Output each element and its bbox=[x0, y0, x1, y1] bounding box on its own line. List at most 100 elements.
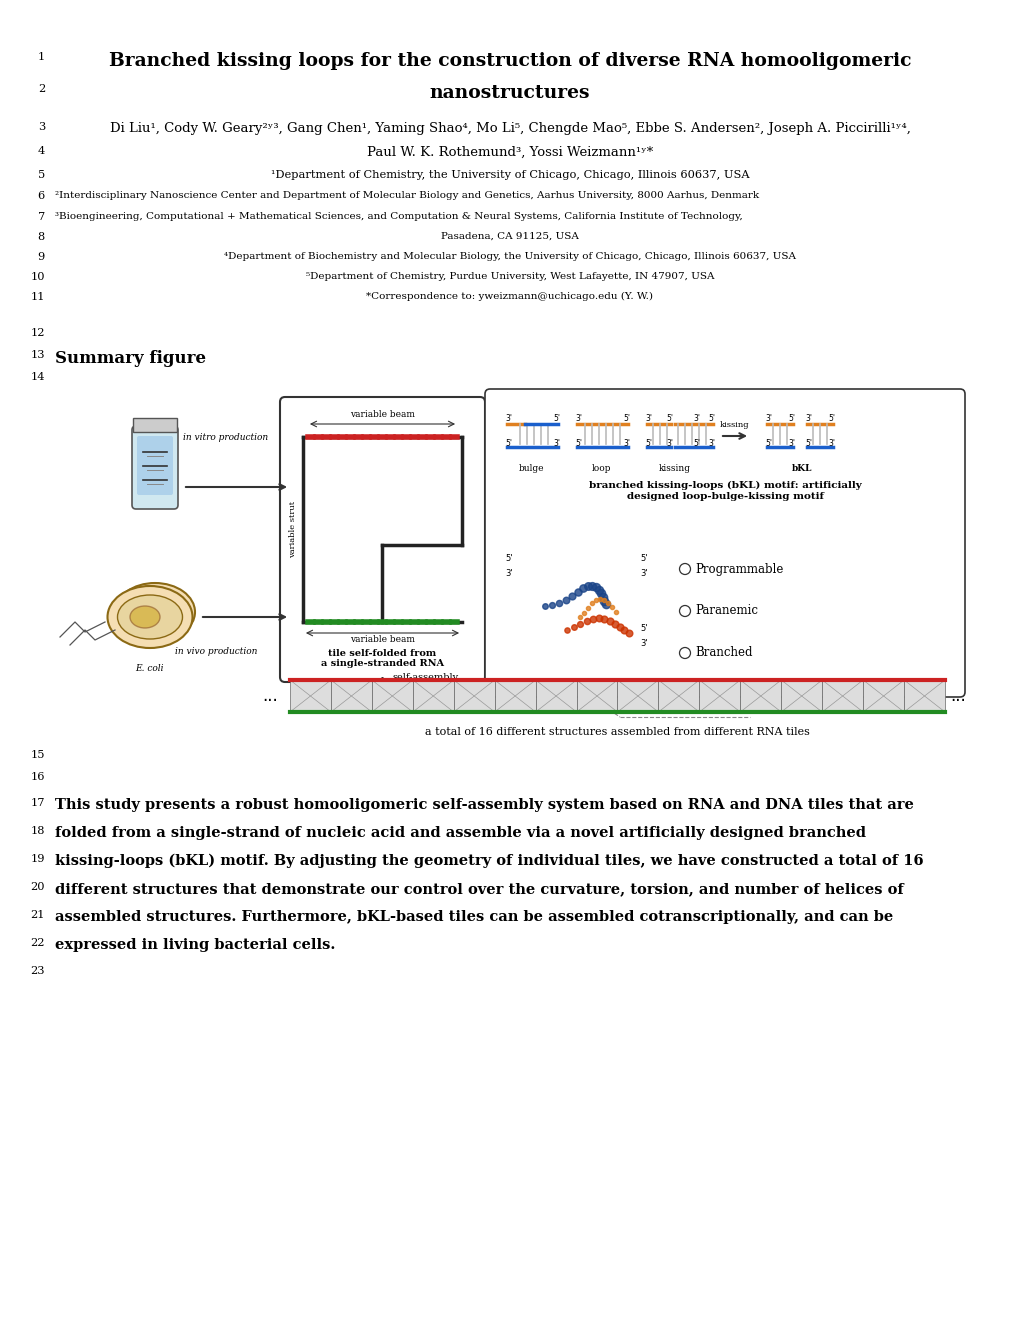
Text: E. coli: E. coli bbox=[135, 664, 163, 673]
Text: ¹Department of Chemistry, the University of Chicago, Chicago, Illinois 60637, US: ¹Department of Chemistry, the University… bbox=[270, 170, 749, 180]
Text: self-assembly: self-assembly bbox=[392, 673, 459, 682]
Text: 5': 5' bbox=[639, 624, 647, 634]
FancyBboxPatch shape bbox=[484, 389, 964, 697]
Text: 5': 5' bbox=[692, 440, 699, 447]
Text: Paul W. K. Rothemund³, Yossi Weizmann¹ʸ*: Paul W. K. Rothemund³, Yossi Weizmann¹ʸ* bbox=[367, 147, 652, 158]
FancyBboxPatch shape bbox=[280, 397, 484, 682]
Bar bbox=[535, 680, 576, 711]
Text: 4: 4 bbox=[38, 147, 45, 156]
Text: ³Bioengineering, Computational + Mathematical Sciences, and Computation & Neural: ³Bioengineering, Computational + Mathema… bbox=[55, 213, 742, 220]
Text: 5': 5' bbox=[639, 554, 647, 564]
Bar bbox=[699, 680, 740, 711]
Text: 21: 21 bbox=[31, 909, 45, 920]
Text: kissing: kissing bbox=[658, 465, 690, 473]
Text: 13: 13 bbox=[31, 350, 45, 360]
Text: 10: 10 bbox=[31, 272, 45, 282]
Text: 7: 7 bbox=[38, 213, 45, 222]
Text: in vitro production: in vitro production bbox=[182, 433, 268, 441]
Ellipse shape bbox=[115, 583, 195, 642]
Text: 3': 3' bbox=[692, 414, 699, 422]
Text: 5': 5' bbox=[788, 414, 794, 422]
Text: assembled structures. Furthermore, bKL-based tiles can be assembled cotranscript: assembled structures. Furthermore, bKL-b… bbox=[55, 909, 893, 924]
Text: 3': 3' bbox=[644, 414, 651, 422]
Text: ...: ... bbox=[262, 686, 278, 705]
Text: 16: 16 bbox=[31, 772, 45, 781]
Text: 5': 5' bbox=[707, 414, 714, 422]
Text: *Correspondence to: yweizmann@uchicago.edu (Y. W.): *Correspondence to: yweizmann@uchicago.e… bbox=[366, 292, 653, 301]
Text: 3': 3' bbox=[639, 569, 647, 578]
Bar bbox=[576, 680, 616, 711]
Text: Programmable: Programmable bbox=[694, 562, 783, 576]
Text: 5': 5' bbox=[665, 414, 673, 422]
FancyBboxPatch shape bbox=[131, 426, 178, 510]
Text: expressed in living bacterial cells.: expressed in living bacterial cells. bbox=[55, 939, 335, 952]
Bar bbox=[740, 680, 781, 711]
Text: 5: 5 bbox=[38, 170, 45, 180]
Text: 15: 15 bbox=[31, 750, 45, 760]
Text: folded from a single-strand of nucleic acid and assemble via a novel artificiall: folded from a single-strand of nucleic a… bbox=[55, 826, 865, 840]
Text: 5': 5' bbox=[764, 440, 771, 447]
Text: 3': 3' bbox=[575, 414, 582, 422]
Text: branched kissing-loops (bKL) motif: artificially
designed loop-bulge-kissing mot: branched kissing-loops (bKL) motif: arti… bbox=[588, 480, 860, 500]
Text: 1: 1 bbox=[38, 51, 45, 62]
Bar bbox=[494, 680, 535, 711]
Text: ⁵Department of Chemistry, Purdue University, West Lafayette, IN 47907, USA: ⁵Department of Chemistry, Purdue Univers… bbox=[306, 272, 713, 281]
FancyBboxPatch shape bbox=[132, 418, 177, 432]
Text: nanostructures: nanostructures bbox=[429, 84, 590, 102]
Text: bulge: bulge bbox=[519, 465, 544, 473]
Text: different structures that demonstrate our control over the curvature, torsion, a: different structures that demonstrate ou… bbox=[55, 882, 903, 896]
Text: 5': 5' bbox=[804, 440, 811, 447]
Text: 11: 11 bbox=[31, 292, 45, 302]
Circle shape bbox=[679, 606, 690, 616]
Text: loop: loop bbox=[592, 465, 611, 473]
Text: 22: 22 bbox=[31, 939, 45, 948]
Text: ²Interdisciplinary Nanoscience Center and Department of Molecular Biology and Ge: ²Interdisciplinary Nanoscience Center an… bbox=[55, 191, 758, 201]
Text: 3': 3' bbox=[504, 569, 513, 578]
Text: Summary figure: Summary figure bbox=[55, 350, 206, 367]
Circle shape bbox=[679, 648, 690, 659]
Text: 5': 5' bbox=[827, 414, 835, 422]
Text: 18: 18 bbox=[31, 826, 45, 836]
Text: 17: 17 bbox=[31, 799, 45, 808]
Text: 5': 5' bbox=[644, 440, 651, 447]
Bar bbox=[289, 680, 330, 711]
Text: variable beam: variable beam bbox=[350, 411, 415, 418]
Circle shape bbox=[679, 564, 690, 574]
Text: 5': 5' bbox=[504, 440, 512, 447]
Text: 3': 3' bbox=[827, 440, 835, 447]
Text: in vivo production: in vivo production bbox=[175, 647, 257, 656]
Text: 2: 2 bbox=[38, 84, 45, 94]
Text: variable beam: variable beam bbox=[350, 635, 415, 644]
Text: 3': 3' bbox=[804, 414, 811, 422]
Bar bbox=[903, 680, 944, 711]
Bar bbox=[330, 680, 372, 711]
Text: 3': 3' bbox=[623, 440, 630, 447]
Text: 5': 5' bbox=[504, 554, 512, 564]
Text: Paranemic: Paranemic bbox=[694, 605, 757, 618]
Bar bbox=[781, 680, 821, 711]
Text: 19: 19 bbox=[31, 854, 45, 865]
Bar bbox=[821, 680, 862, 711]
Text: 3: 3 bbox=[38, 121, 45, 132]
Text: ...: ... bbox=[949, 686, 965, 705]
Text: 14: 14 bbox=[31, 372, 45, 381]
Text: 6: 6 bbox=[38, 191, 45, 201]
Text: 23: 23 bbox=[31, 966, 45, 975]
Text: 3': 3' bbox=[639, 639, 647, 648]
Text: Di Liu¹, Cody W. Geary²ʸ³, Gang Chen¹, Yaming Shao⁴, Mo Li⁵, Chengde Mao⁵, Ebbe : Di Liu¹, Cody W. Geary²ʸ³, Gang Chen¹, Y… bbox=[109, 121, 910, 135]
Text: 3': 3' bbox=[764, 414, 771, 422]
Text: ⁴Department of Biochemistry and Molecular Biology, the University of Chicago, Ch: ⁴Department of Biochemistry and Molecula… bbox=[224, 252, 795, 261]
Bar bbox=[616, 680, 658, 711]
Ellipse shape bbox=[107, 586, 193, 648]
Text: 3': 3' bbox=[707, 440, 714, 447]
Bar bbox=[862, 680, 903, 711]
Text: 5': 5' bbox=[575, 440, 582, 447]
Text: 20: 20 bbox=[31, 882, 45, 892]
Bar bbox=[372, 680, 413, 711]
Text: This study presents a robust homooligomeric self-assembly system based on RNA an: This study presents a robust homooligome… bbox=[55, 799, 913, 812]
Text: Pasadena, CA 91125, USA: Pasadena, CA 91125, USA bbox=[440, 232, 579, 242]
Text: 3': 3' bbox=[552, 440, 559, 447]
Ellipse shape bbox=[129, 606, 160, 628]
Text: kissing: kissing bbox=[719, 421, 749, 429]
Text: kissing-loops (bKL) motif. By adjusting the geometry of individual tiles, we hav: kissing-loops (bKL) motif. By adjusting … bbox=[55, 854, 923, 869]
